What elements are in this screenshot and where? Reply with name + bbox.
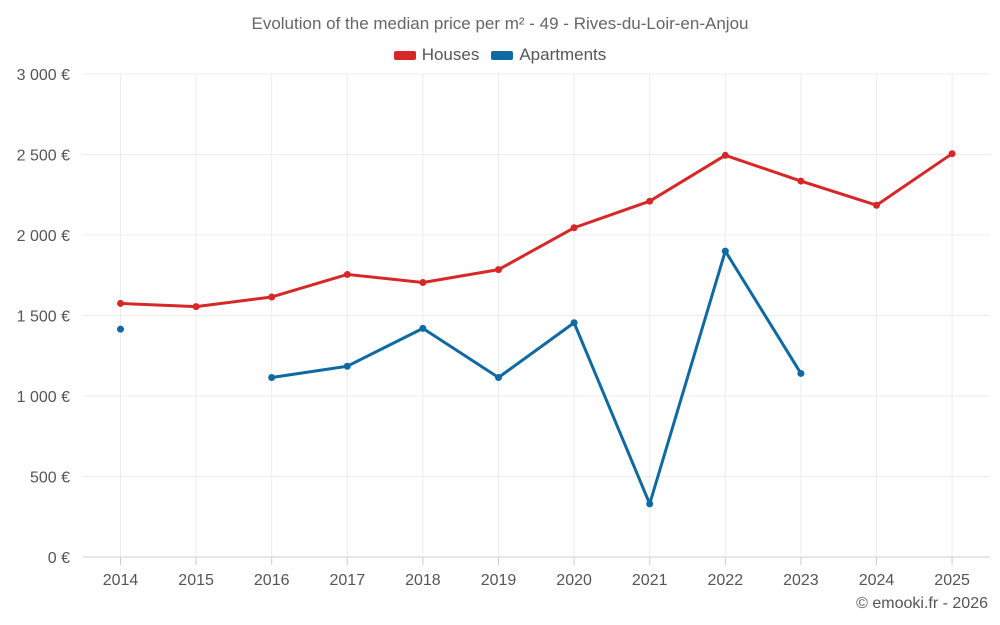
data-point-houses[interactable] (721, 151, 729, 159)
x-tick-label: 2016 (254, 572, 290, 589)
x-tick-label: 2024 (859, 572, 895, 589)
data-point-houses[interactable] (268, 293, 276, 301)
x-tick-label: 2015 (178, 572, 214, 589)
legend-label-houses: Houses (421, 45, 480, 64)
y-tick-label: 1 500 € (17, 309, 70, 326)
data-point-houses[interactable] (192, 303, 200, 311)
legend-item-apartments[interactable]: Apartments (491, 45, 606, 65)
data-point-houses[interactable] (948, 150, 956, 158)
series-houses (117, 150, 956, 311)
series-apartments (117, 247, 805, 508)
data-point-apartments[interactable] (495, 373, 502, 381)
data-point-apartments[interactable] (721, 247, 729, 255)
y-tick-label: 3 000 € (17, 67, 70, 84)
axes: 0 € 500 € 1 000 € 1 500 € 2 000 € 2 500 € 3 00… (17, 67, 970, 589)
legend: Houses Apartments (0, 45, 1000, 65)
data-point-houses[interactable] (495, 266, 502, 274)
x-tick-label: 2020 (556, 572, 592, 589)
data-point-houses[interactable] (117, 299, 124, 307)
y-tick-label: 2 000 € (17, 228, 70, 245)
data-point-apartments[interactable] (646, 500, 654, 508)
credit: © emooki.fr - 2026 (856, 595, 988, 612)
x-tick-label: 2023 (783, 572, 819, 589)
data-point-houses[interactable] (873, 201, 880, 209)
x-tick-label: 2025 (934, 572, 970, 589)
data-point-apartments[interactable] (570, 319, 578, 327)
legend-item-houses[interactable]: Houses (393, 45, 480, 65)
y-tick-label: 500 € (30, 470, 70, 487)
data-point-apartments[interactable] (419, 324, 427, 332)
data-point-houses[interactable] (343, 270, 351, 278)
data-point-houses[interactable] (797, 177, 805, 185)
x-tick-label: 2018 (405, 572, 441, 589)
grid (83, 73, 990, 558)
y-tick-label: 0 € (48, 550, 70, 567)
legend-swatch-apartments (491, 50, 514, 60)
x-tick-label: 2019 (481, 572, 517, 589)
data-point-houses[interactable] (570, 224, 578, 232)
y-tick-label: 1 000 € (17, 389, 70, 406)
y-tick-label: 2 500 € (17, 148, 70, 165)
series-line-apartments (270, 249, 803, 506)
data-point-apartments[interactable] (268, 373, 276, 381)
data-point-apartments[interactable] (797, 369, 805, 377)
data-point-apartments[interactable] (117, 325, 124, 333)
x-tick-label: 2017 (330, 572, 366, 589)
series-line-houses (119, 152, 954, 309)
chart-title: Evolution of the median price per m² - 4… (251, 14, 749, 33)
data-point-houses[interactable] (419, 278, 427, 286)
x-tick-label: 2014 (103, 572, 139, 589)
legend-label-apartments: Apartments (519, 45, 607, 64)
x-tick-label: 2022 (708, 572, 744, 589)
x-tick-label: 2021 (632, 572, 668, 589)
data-point-apartments[interactable] (343, 362, 351, 370)
data-point-houses[interactable] (646, 197, 654, 205)
legend-swatch-houses (393, 50, 416, 60)
series (117, 150, 956, 508)
